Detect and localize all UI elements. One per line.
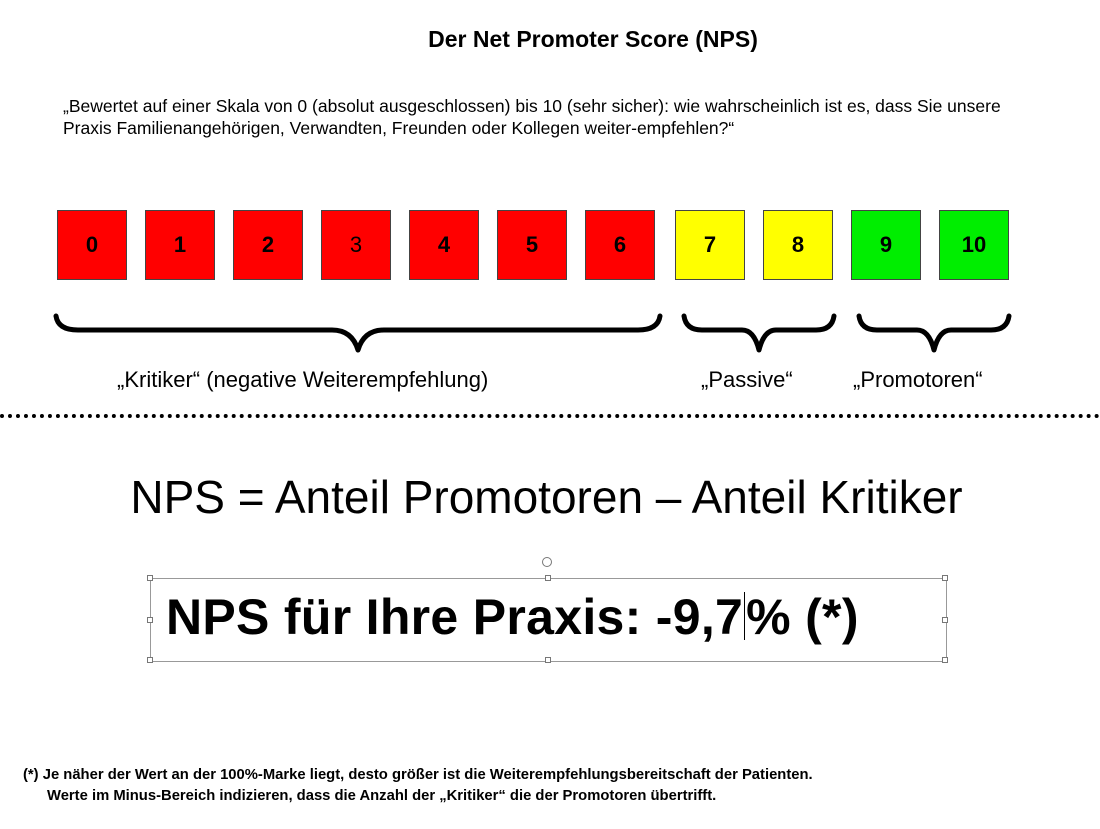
score-label: 4 bbox=[437, 232, 451, 257]
score-box-3: 3 bbox=[321, 210, 391, 280]
footnote-line-2: Werte im Minus-Bereich indizieren, dass … bbox=[47, 788, 717, 804]
score-label: 5 bbox=[525, 232, 539, 257]
kritiker-brace bbox=[53, 313, 663, 353]
resize-handle-top-right[interactable] bbox=[942, 575, 948, 581]
score-box-10: 10 bbox=[939, 210, 1009, 280]
score-label: 0 bbox=[85, 232, 99, 257]
score-box-9: 9 bbox=[851, 210, 921, 280]
passive-brace bbox=[681, 313, 837, 353]
nps-result-value: NPS für Ihre Praxis: -9,7 bbox=[166, 589, 744, 645]
dotted-separator bbox=[0, 414, 1100, 418]
resize-handle-bottom-left[interactable] bbox=[147, 657, 153, 663]
resize-handle-top[interactable] bbox=[545, 575, 551, 581]
footnote-line-1: (*) Je näher der Wert an der 100%-Marke … bbox=[23, 767, 813, 783]
nps-result-text[interactable]: NPS für Ihre Praxis: -9,7% (*) bbox=[166, 588, 859, 646]
score-box-1: 1 bbox=[145, 210, 215, 280]
score-box-8: 8 bbox=[763, 210, 833, 280]
rotate-handle-icon[interactable] bbox=[542, 557, 552, 567]
score-box-4: 4 bbox=[409, 210, 479, 280]
score-label: 2 bbox=[261, 232, 275, 257]
nps-formula: NPS = Anteil Promotoren – Anteil Kritike… bbox=[130, 471, 963, 523]
resize-handle-top-left[interactable] bbox=[147, 575, 153, 581]
kritiker-label: „Kritiker“ (negative Weiterempfehlung) bbox=[117, 367, 489, 392]
resize-handle-left[interactable] bbox=[147, 617, 153, 623]
passive-label: „Passive“ bbox=[701, 367, 793, 392]
score-label: 7 bbox=[703, 232, 717, 257]
promotoren-label: „Promotoren“ bbox=[853, 367, 983, 392]
score-box-7: 7 bbox=[675, 210, 745, 280]
text-cursor bbox=[744, 592, 746, 640]
resize-handle-right[interactable] bbox=[942, 617, 948, 623]
score-label: 6 bbox=[613, 232, 627, 257]
score-label: 1 bbox=[173, 232, 187, 257]
score-label: 8 bbox=[791, 232, 805, 257]
resize-handle-bottom-right[interactable] bbox=[942, 657, 948, 663]
score-box-5: 5 bbox=[497, 210, 567, 280]
score-label: 10 bbox=[961, 232, 987, 257]
footnote: (*) Je näher der Wert an der 100%-Marke … bbox=[23, 765, 813, 807]
resize-handle-bottom[interactable] bbox=[545, 657, 551, 663]
score-box-0: 0 bbox=[57, 210, 127, 280]
nps-result-suffix: % (*) bbox=[746, 589, 859, 645]
page-title: Der Net Promoter Score (NPS) bbox=[428, 26, 758, 52]
score-box-2: 2 bbox=[233, 210, 303, 280]
score-label: 3 bbox=[349, 232, 363, 257]
score-label: 9 bbox=[879, 232, 893, 257]
score-box-6: 6 bbox=[585, 210, 655, 280]
promotoren-brace bbox=[856, 313, 1012, 353]
survey-question: „Bewertet auf einer Skala von 0 (absolut… bbox=[63, 96, 1001, 138]
